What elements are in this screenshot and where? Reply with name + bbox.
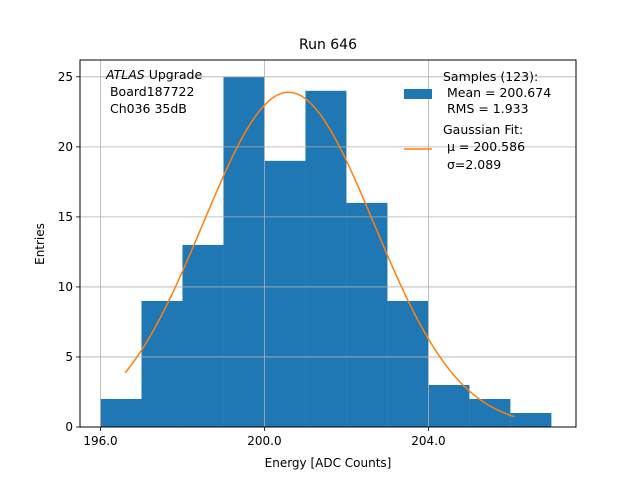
atlas-annotation: ATLAS Upgrade Board187722 Ch036 35dB (105, 67, 202, 116)
histogram-bar (428, 384, 470, 427)
annotation-rest: Upgrade (145, 67, 203, 82)
y-tick-label: 0 (65, 420, 73, 434)
histogram-bar (223, 76, 265, 428)
histogram-bar (346, 202, 388, 427)
annotation-line-1: ATLAS Upgrade (105, 67, 202, 82)
y-tick-label: 10 (58, 280, 73, 294)
annotation-italic: ATLAS (105, 67, 145, 82)
gaussian-fit-curve (124, 91, 515, 418)
y-tick-label: 20 (58, 140, 73, 154)
legend-samples-line-3: RMS = 1.933 (443, 101, 529, 116)
legend-samples-swatch (404, 89, 432, 99)
y-tick-label: 25 (58, 70, 73, 84)
legend: Samples (123): Mean = 200.674 RMS = 1.93… (404, 69, 551, 172)
y-tick-label: 5 (65, 350, 73, 364)
histogram-bar (182, 244, 224, 427)
histogram-bar (100, 398, 142, 427)
chart-title: Run 646 (299, 37, 357, 53)
histogram-bar (305, 90, 347, 427)
histogram-bar (510, 412, 552, 427)
plot-frame (79, 59, 577, 428)
annotation-line-2: Board187722 (106, 84, 194, 99)
legend-fit-line-2: μ = 200.586 (443, 139, 525, 154)
annotation-line-3: Ch036 35dB (106, 101, 187, 116)
x-axis-ticks: 196.0 200.0 204.0 (83, 427, 446, 448)
x-tick-label: 196.0 (83, 434, 117, 448)
legend-fit-line-3: σ=2.089 (443, 157, 501, 172)
x-axis-label: Energy [ADC Counts] (265, 456, 392, 470)
y-axis-ticks: 0 5 10 15 20 25 (58, 70, 80, 434)
histogram-bar (264, 160, 306, 427)
histogram-bar (387, 300, 429, 427)
x-tick-label: 204.0 (411, 434, 445, 448)
histogram-bar (141, 300, 183, 427)
legend-samples-line-2: Mean = 200.674 (443, 85, 551, 100)
legend-samples-line-1: Samples (123): (443, 69, 538, 84)
y-tick-label: 15 (58, 210, 73, 224)
legend-fit-line-1: Gaussian Fit: (443, 122, 523, 137)
x-tick-label: 200.0 (247, 434, 281, 448)
y-axis-label: Entries (33, 223, 47, 265)
